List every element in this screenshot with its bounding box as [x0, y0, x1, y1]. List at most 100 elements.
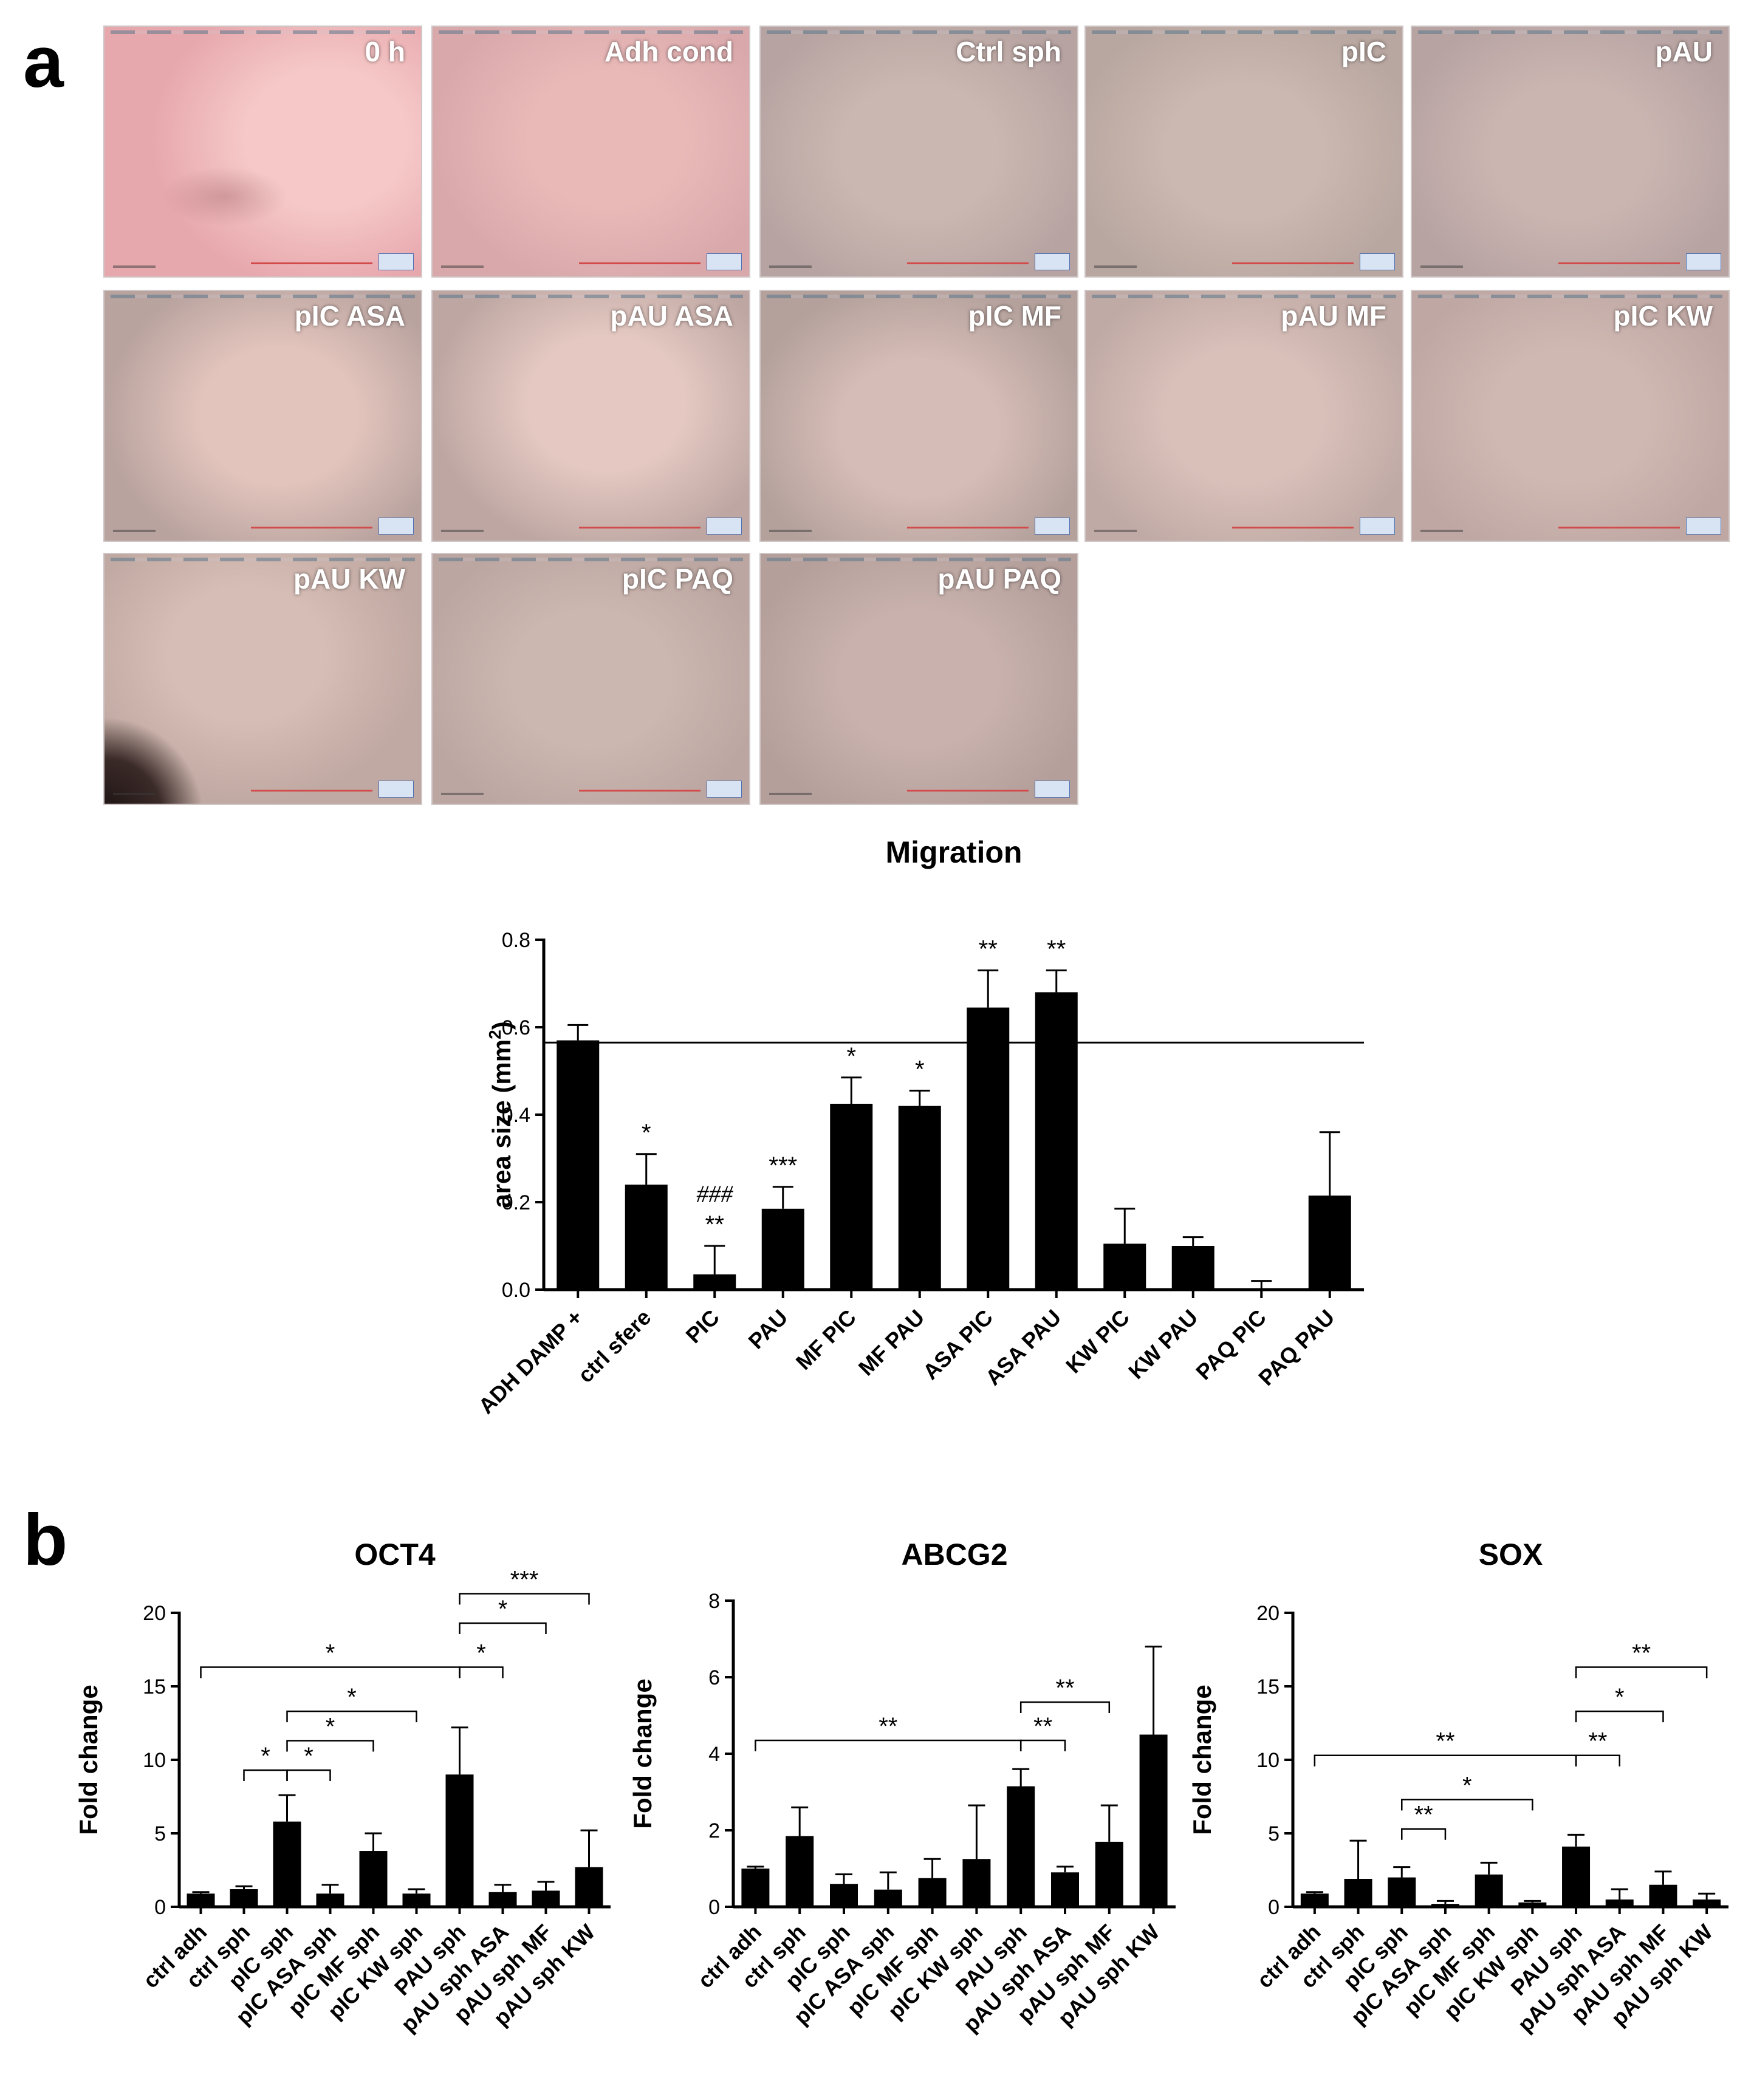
micrograph-marker [113, 530, 156, 532]
micrograph-tile: pIC KW [1411, 290, 1730, 542]
y-tick-label: 10 [143, 1749, 166, 1772]
significance-label: ** [1632, 1640, 1651, 1667]
micrograph-marker [1094, 265, 1137, 268]
y-tick-label: 2 [708, 1819, 720, 1842]
y-axis-label: Fold change [74, 1684, 103, 1835]
significance-bracket [459, 1622, 547, 1634]
scale-bar [1232, 262, 1354, 264]
bar [532, 1890, 560, 1907]
bar [273, 1821, 301, 1907]
significance-bracket [1575, 1754, 1620, 1767]
micrograph-toolbar [1092, 30, 1396, 34]
bar [1103, 1243, 1146, 1290]
micrograph-marker [1094, 530, 1137, 532]
significance-label: * [642, 1120, 651, 1146]
scale-bar [251, 790, 372, 792]
significance-bracket [200, 1666, 461, 1678]
y-tick-label: 15 [1256, 1675, 1280, 1698]
bar [1095, 1841, 1123, 1907]
y-tick-label: 0.6 [502, 1016, 530, 1039]
micrograph-marker [769, 530, 812, 532]
bar [625, 1185, 668, 1290]
micrograph-tile: pIC MF [759, 290, 1078, 542]
micrograph-toolbar [1418, 295, 1722, 298]
scale-box [1035, 781, 1070, 798]
scale-bar [251, 527, 372, 528]
significance-label: ** [879, 1713, 897, 1740]
micrograph-tile: Ctrl sph [759, 26, 1078, 278]
micrograph-label: pAU [1655, 36, 1713, 67]
y-tick-label: 4 [708, 1743, 720, 1766]
micrograph-toolbar [767, 30, 1071, 34]
bar [1300, 1893, 1329, 1907]
bar [830, 1884, 858, 1907]
y-tick-label: 20 [143, 1602, 166, 1625]
y-axis-label-end: ) [487, 1021, 516, 1030]
scale-bar [579, 527, 701, 528]
significance-hash: ### [696, 1180, 733, 1208]
scale-bar [579, 262, 701, 264]
micrograph-tile: pAU MF [1084, 290, 1403, 542]
y-tick-label: 6 [708, 1666, 720, 1689]
scale-bar [907, 262, 1029, 264]
micrograph-tile: pAU KW [103, 553, 422, 805]
scale-box [1035, 518, 1070, 535]
micrograph-marker [441, 530, 484, 532]
significance-bracket [286, 1740, 374, 1752]
chart-title: OCT4 [354, 1537, 436, 1572]
bar [1475, 1874, 1503, 1907]
significance-bracket [1575, 1666, 1708, 1678]
significance-bracket [243, 1769, 288, 1781]
micrograph-label: pIC PAQ [622, 563, 733, 595]
significance-label: ** [1414, 1802, 1433, 1828]
bar [786, 1836, 814, 1907]
significance-label: ** [705, 1211, 724, 1238]
bar [575, 1867, 603, 1907]
micrograph-marker [1420, 265, 1463, 268]
bar [962, 1859, 991, 1907]
micrograph-marker [769, 793, 812, 795]
micrograph-toolbar [111, 558, 415, 561]
micrograph-toolbar [439, 295, 743, 298]
micrograph-tile: pIC ASA [103, 290, 422, 542]
significance-label: * [476, 1640, 486, 1667]
x-tick-label: KW PAU [1123, 1305, 1202, 1384]
scale-box [707, 253, 742, 270]
scale-bar [251, 262, 372, 264]
bar [1431, 1904, 1459, 1907]
micrograph-marker [1420, 530, 1463, 532]
y-tick-label: 0.0 [502, 1279, 530, 1302]
significance-label: * [304, 1743, 313, 1770]
bar [187, 1893, 215, 1907]
x-tick-label: KW PIC [1061, 1305, 1134, 1378]
scale-bar [907, 790, 1029, 792]
bar [1051, 1872, 1079, 1907]
bar [1388, 1877, 1416, 1907]
micrograph-tile: pAU [1411, 26, 1730, 278]
bar [1171, 1246, 1214, 1290]
micrograph-toolbar [439, 558, 743, 561]
y-tick-label: 15 [143, 1675, 166, 1698]
x-tick-label: MF PAU [854, 1305, 930, 1381]
significance-bracket [1019, 1739, 1066, 1751]
bar [1308, 1195, 1351, 1290]
significance-bracket [1575, 1710, 1664, 1723]
bar [1035, 992, 1078, 1290]
bar [488, 1892, 517, 1907]
micrograph-label: pAU PAQ [937, 563, 1061, 595]
x-tick-label: ASA PAU [981, 1305, 1066, 1390]
significance-bracket [286, 1769, 331, 1781]
chart-title: SOX [1479, 1537, 1543, 1572]
y-axis-label: area size (mm2) [485, 1021, 516, 1208]
significance-label: ** [1055, 1675, 1074, 1702]
x-tick-label: PAQ PAU [1253, 1305, 1339, 1390]
scale-bar [1558, 527, 1680, 528]
significance-label: ** [979, 935, 998, 962]
significance-label: ** [1047, 935, 1066, 962]
micrograph-label: pIC ASA [294, 300, 405, 332]
significance-label: ** [1033, 1713, 1052, 1740]
bar [1139, 1734, 1168, 1907]
micrograph-label: Adh cond [604, 36, 733, 67]
x-tick-label: ADH DAMP + [473, 1305, 588, 1419]
